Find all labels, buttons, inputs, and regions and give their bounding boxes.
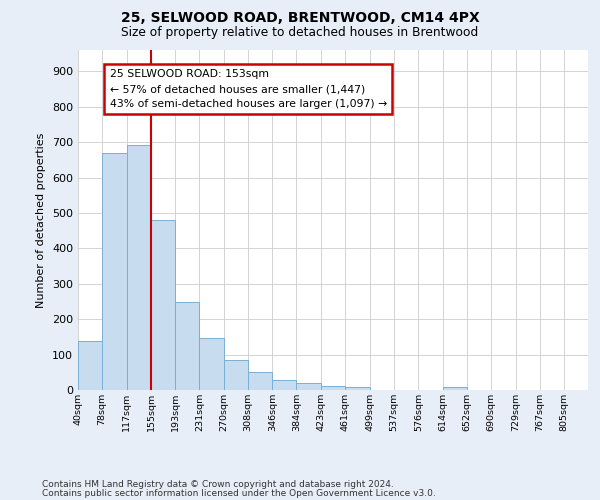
- Bar: [127, 144, 151, 390]
- Text: Size of property relative to detached houses in Brentwood: Size of property relative to detached ho…: [121, 26, 479, 39]
- Bar: [272, 380, 296, 390]
- Bar: [199, 338, 224, 390]
- Text: 25, SELWOOD ROAD, BRENTWOOD, CM14 4PX: 25, SELWOOD ROAD, BRENTWOOD, CM14 4PX: [121, 11, 479, 25]
- Bar: [224, 360, 248, 390]
- Bar: [175, 302, 199, 390]
- Text: Contains HM Land Registry data © Crown copyright and database right 2024.: Contains HM Land Registry data © Crown c…: [42, 480, 394, 489]
- Bar: [443, 387, 467, 390]
- Text: Contains public sector information licensed under the Open Government Licence v3: Contains public sector information licen…: [42, 490, 436, 498]
- Bar: [296, 383, 321, 390]
- Bar: [102, 154, 127, 390]
- Bar: [151, 220, 175, 390]
- Y-axis label: Number of detached properties: Number of detached properties: [37, 132, 46, 308]
- Bar: [78, 341, 102, 390]
- Bar: [346, 387, 370, 390]
- Bar: [321, 386, 346, 390]
- Text: 25 SELWOOD ROAD: 153sqm
← 57% of detached houses are smaller (1,447)
43% of semi: 25 SELWOOD ROAD: 153sqm ← 57% of detache…: [110, 70, 387, 109]
- Bar: [248, 372, 272, 390]
